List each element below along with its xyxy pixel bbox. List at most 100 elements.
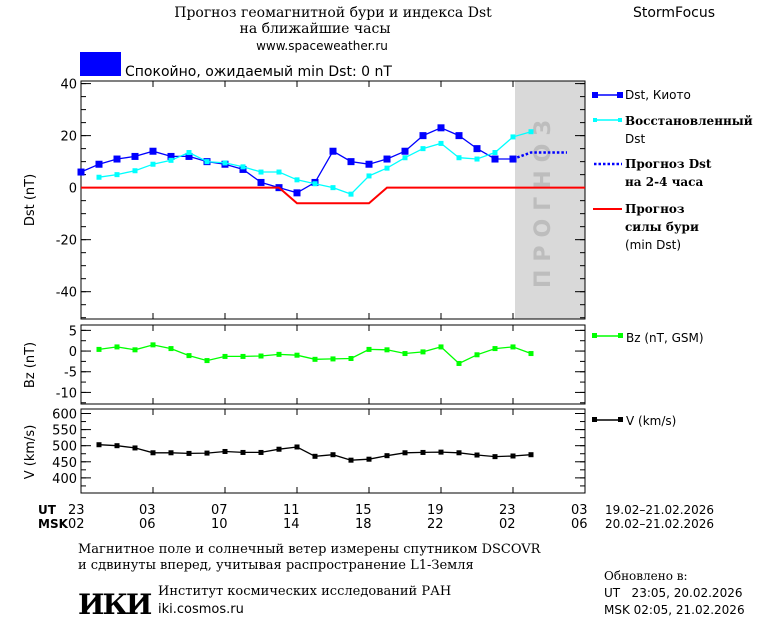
bz-y-tick-label: 5 xyxy=(69,324,77,339)
bz-panel-frame xyxy=(80,324,586,405)
dst-data-point xyxy=(239,165,247,173)
dst-data-point xyxy=(258,169,264,175)
dst-data-point xyxy=(437,124,445,132)
v-y-tick-label: 550 xyxy=(52,424,77,439)
bz-data-point xyxy=(132,347,138,353)
dst-data-point xyxy=(383,155,391,163)
dst-data-point xyxy=(294,177,300,183)
page-subtitle: на ближайшие часы xyxy=(239,21,390,37)
ut-tick-label: 03 xyxy=(571,503,588,518)
bz-data-point xyxy=(96,346,102,352)
dst-data-point xyxy=(455,132,463,140)
dst-series-line-3 xyxy=(81,186,585,205)
dst-data-point xyxy=(420,146,426,152)
msk-tick-label: 02 xyxy=(68,517,85,532)
legend-bz-marker xyxy=(618,333,623,338)
v-data-point xyxy=(492,454,498,460)
msk-tick-label: 18 xyxy=(355,517,372,532)
dst-data-point xyxy=(347,158,355,166)
v-panel-frame xyxy=(80,408,586,494)
bz-data-point xyxy=(204,358,210,364)
dst-data-point xyxy=(113,155,121,163)
institute-url[interactable]: iki.cosmos.ru xyxy=(158,602,244,617)
msk-tick-label: 06 xyxy=(139,517,156,532)
dst-panel-frame xyxy=(80,80,586,320)
v-axis-label: V (km/s) xyxy=(23,425,38,480)
v-data-point xyxy=(294,444,300,450)
dst-data-point xyxy=(438,140,444,146)
footer-note-2: и сдвинуты вперед, учитывая распростране… xyxy=(78,558,474,573)
iki-logo: ИКИ xyxy=(78,588,152,620)
dst-data-point xyxy=(528,129,534,135)
updated-ut: UT 23:05, 20.02.2026 xyxy=(604,586,742,600)
dst-data-point xyxy=(330,185,336,191)
legend-forecast-2: на 2-4 часа xyxy=(625,175,703,189)
v-data-point xyxy=(312,453,318,459)
v-data-point xyxy=(240,449,246,455)
ut-tick-label: 03 xyxy=(139,503,156,518)
legend: Dst, Киото Восстановленный Dst Прогноз D… xyxy=(592,88,753,428)
msk-tick-label: 10 xyxy=(211,517,228,532)
dst-data-point xyxy=(276,169,282,175)
dst-data-point xyxy=(401,147,409,155)
v-data-point xyxy=(528,452,534,458)
bz-data-point xyxy=(114,344,120,350)
bz-data-point xyxy=(276,351,282,357)
v-data-point xyxy=(222,448,228,454)
v-data-point xyxy=(114,443,120,449)
dst-y-tick-label: 20 xyxy=(60,130,77,145)
v-data-point xyxy=(384,453,390,459)
dst-data-point xyxy=(492,150,498,156)
dst-data-point xyxy=(510,134,516,140)
dst-series-line-2 xyxy=(512,151,567,161)
institute-name: Институт космических исследований РАН xyxy=(158,584,451,599)
dst-data-point xyxy=(366,173,372,179)
bz-y-tick-label: 0 xyxy=(69,345,77,360)
dst-data-point xyxy=(95,160,103,168)
bz-data-point xyxy=(366,346,372,352)
bz-data-point xyxy=(312,356,318,362)
dst-data-point xyxy=(204,159,210,165)
bz-data-point xyxy=(510,344,516,350)
dst-data-point xyxy=(365,160,373,168)
v-data-point xyxy=(438,449,444,455)
dst-data-point xyxy=(240,164,246,170)
legend-storm-3: (min Dst) xyxy=(625,238,681,252)
dst-data-point xyxy=(222,160,228,166)
dst-data-point xyxy=(491,155,499,163)
v-y-tick-label: 450 xyxy=(52,456,77,471)
site-url[interactable]: www.spaceweather.ru xyxy=(256,39,388,53)
dst-y-tick-label: 0 xyxy=(69,182,77,197)
ut-tick-label: 15 xyxy=(355,503,372,518)
bz-data-point xyxy=(438,344,444,350)
bz-data-point xyxy=(402,351,408,357)
v-y-tick-label: 400 xyxy=(52,472,77,487)
legend-dst-kyoto-marker xyxy=(617,92,623,98)
msk-tick-label: 14 xyxy=(283,517,300,532)
bz-data-point xyxy=(294,352,300,358)
legend-v-marker xyxy=(592,417,597,422)
v-data-point xyxy=(474,452,480,458)
dst-data-point xyxy=(167,152,175,160)
dst-y-tick-label: -20 xyxy=(56,234,77,249)
v-data-point xyxy=(132,445,138,451)
legend-restored-marker xyxy=(593,118,597,122)
bz-data-point xyxy=(492,346,498,352)
dst-y-tick-label: -40 xyxy=(56,286,77,301)
legend-bz: Bz (nT, GSM) xyxy=(626,331,704,345)
dst-data-point xyxy=(186,150,192,156)
brand-name: StormFocus xyxy=(633,5,715,21)
bz-axis-label: Bz (nT) xyxy=(23,342,38,388)
bz-y-tick-label: -5 xyxy=(64,366,77,381)
legend-dst-kyoto-marker xyxy=(592,92,598,98)
legend-bz-marker xyxy=(592,333,597,338)
ut-tick-label: 19 xyxy=(427,503,444,518)
legend-restored-marker xyxy=(618,118,622,122)
bz-data-point xyxy=(330,356,336,362)
bz-data-point xyxy=(222,353,228,359)
dst-data-point xyxy=(419,132,427,140)
legend-forecast-1: Прогноз Dst xyxy=(625,157,712,171)
ut-tick-label: 23 xyxy=(68,503,85,518)
